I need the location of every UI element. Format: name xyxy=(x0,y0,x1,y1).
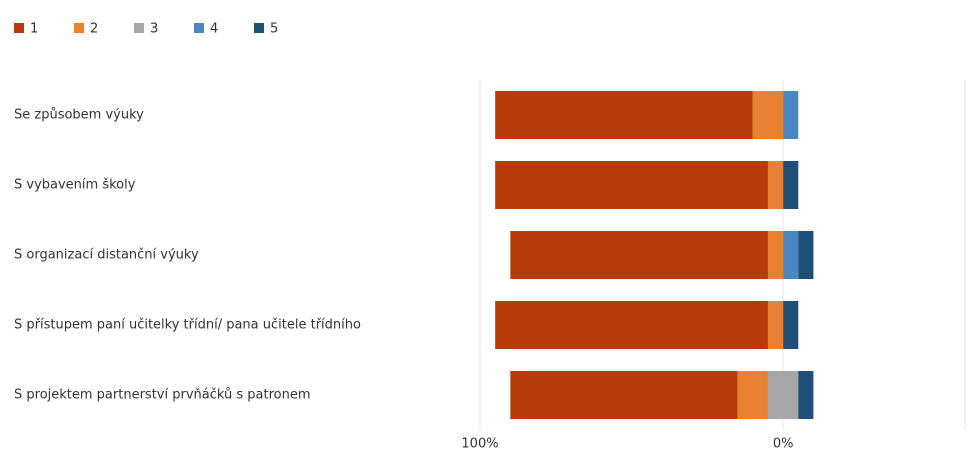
bar-segment xyxy=(495,301,768,349)
bar-segment xyxy=(783,231,799,279)
x-tick-label: 100% xyxy=(461,437,498,452)
bar-segment xyxy=(752,91,784,139)
legend-swatch xyxy=(254,23,264,33)
legend-label: 4 xyxy=(210,22,218,37)
legend-swatch xyxy=(194,23,204,33)
category-label: S projektem partnerství prvňáčků s patro… xyxy=(14,388,311,403)
bar-segment xyxy=(767,371,799,419)
bar-segment xyxy=(798,371,814,419)
legend-label: 1 xyxy=(30,22,38,37)
x-tick-label: 0% xyxy=(773,437,794,452)
bar-segment xyxy=(783,301,799,349)
bar-segment xyxy=(495,161,768,209)
legend-swatch xyxy=(74,23,84,33)
bar-segment xyxy=(510,371,738,419)
bar-segment xyxy=(510,231,768,279)
category-label: S přístupem paní učitelky třídní/ pana u… xyxy=(14,318,361,333)
bar-segment xyxy=(737,371,768,419)
legend-label: 5 xyxy=(270,22,278,37)
legend-swatch xyxy=(14,23,24,33)
bar-segment xyxy=(767,301,784,349)
category-label: Se způsobem výuky xyxy=(14,108,144,123)
category-label: S organizací distanční výuky xyxy=(14,248,199,263)
bar-segment xyxy=(767,231,784,279)
category-label: S vybavením školy xyxy=(14,178,136,193)
bar-segment xyxy=(783,161,799,209)
legend-label: 3 xyxy=(150,22,158,37)
legend-swatch xyxy=(134,23,144,33)
legend-label: 2 xyxy=(90,22,98,37)
bar-segment xyxy=(495,91,753,139)
bar-segment xyxy=(798,231,814,279)
bar-segment xyxy=(767,161,784,209)
bar-segment xyxy=(783,91,799,139)
